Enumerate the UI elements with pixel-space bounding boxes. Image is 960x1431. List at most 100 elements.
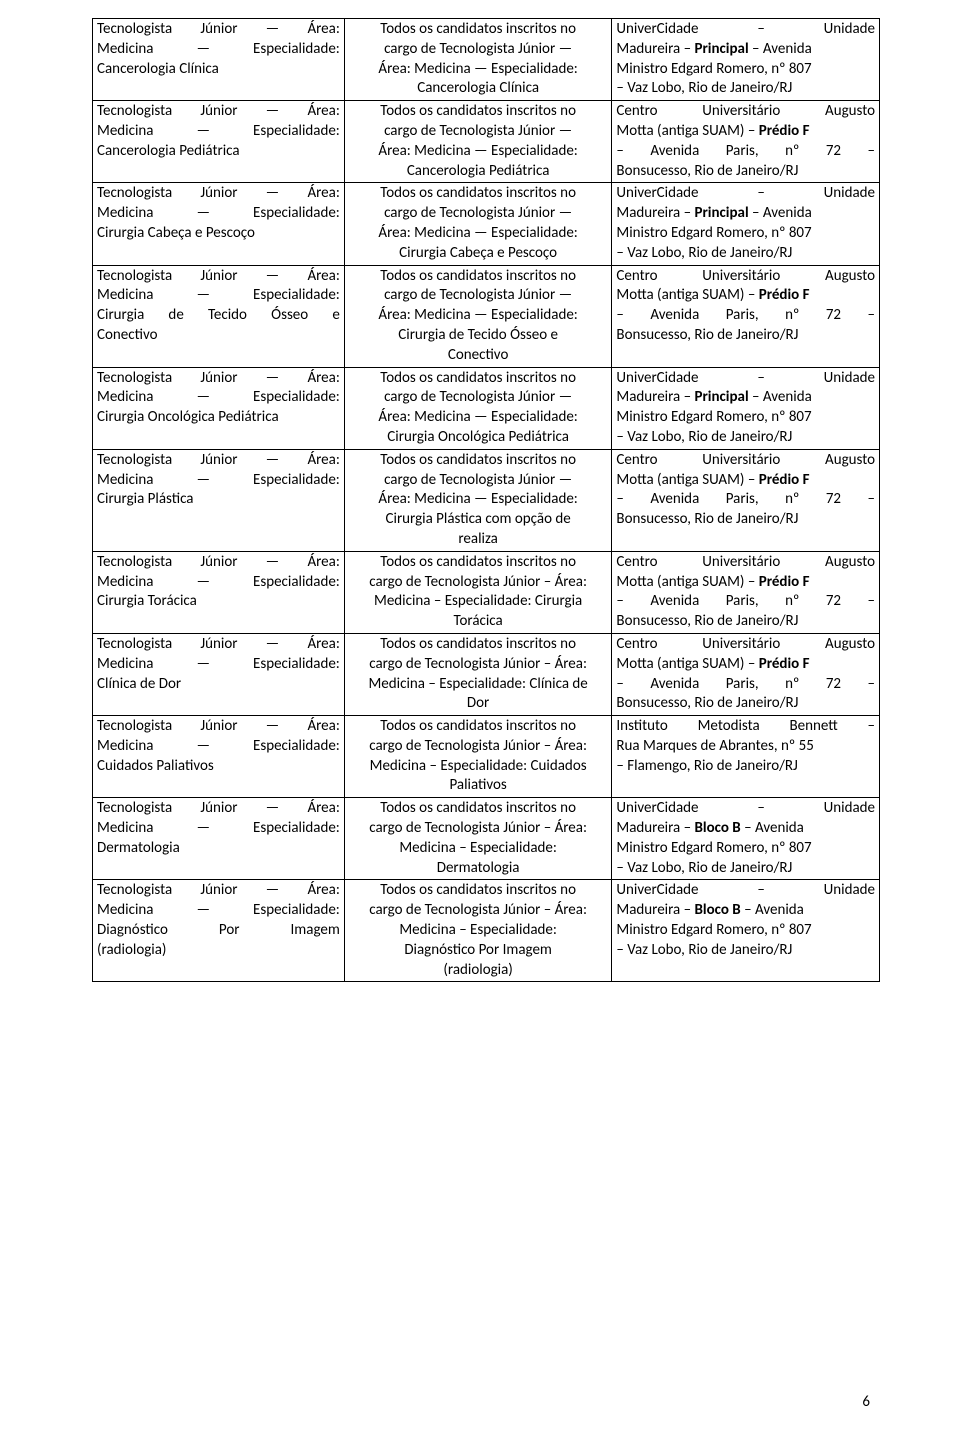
text-line: Medicina — Especialidade:	[97, 737, 340, 757]
text-line: – Avenida Paris, nº 72 –	[616, 592, 875, 612]
text-line: – Avenida Paris, nº 72 –	[616, 490, 875, 510]
table-cell: Todos os candidatos inscritos nocargo de…	[344, 551, 612, 633]
text-line: Cancerologia Pediátrica	[97, 142, 340, 162]
text-line: Madureira – Bloco B – Avenida	[616, 819, 875, 839]
text-line: Medicina – Especialidade: Cirurgia	[349, 592, 608, 612]
table-cell: Todos os candidatos inscritos nocargo de…	[344, 265, 612, 367]
table-cell: Tecnologista Júnior — Área:Medicina — Es…	[93, 633, 345, 715]
text-line: Ministro Edgard Romero, nº 807	[616, 224, 875, 244]
text-line: Rua Marques de Abrantes, nº 55	[616, 737, 875, 757]
text-line: Conectivo	[97, 326, 340, 346]
text-line: Dor	[349, 694, 608, 714]
text-line: Bonsucesso, Rio de Janeiro/RJ	[616, 612, 875, 632]
text-line: Todos os candidatos inscritos no	[349, 881, 608, 901]
text-line: Medicina – Especialidade: Clínica de	[349, 675, 608, 695]
text-line: Medicina – Especialidade: Cuidados	[349, 757, 608, 777]
text-line: Medicina – Especialidade:	[349, 921, 608, 941]
table-cell: Instituto Metodista Bennett –Rua Marques…	[612, 716, 880, 798]
table-cell: Todos os candidatos inscritos nocargo de…	[344, 183, 612, 265]
text-line: Área: Medicina — Especialidade:	[349, 408, 608, 428]
text-line: Medicina — Especialidade:	[97, 471, 340, 491]
text-line: Todos os candidatos inscritos no	[349, 451, 608, 471]
text-line: Tecnologista Júnior — Área:	[97, 635, 340, 655]
text-line: Tecnologista Júnior — Área:	[97, 267, 340, 287]
text-line: Madureira – Principal – Avenida	[616, 40, 875, 60]
text-line: Tecnologista Júnior — Área:	[97, 881, 340, 901]
table-cell: Tecnologista Júnior — Área:Medicina — Es…	[93, 19, 345, 101]
table-cell: Centro Universitário AugustoMotta (antig…	[612, 449, 880, 551]
text-line: cargo de Tecnologista Júnior —	[349, 204, 608, 224]
table-row: Tecnologista Júnior — Área:Medicina — Es…	[93, 551, 880, 633]
table-cell: Tecnologista Júnior — Área:Medicina — Es…	[93, 716, 345, 798]
table-cell: Tecnologista Júnior — Área:Medicina — Es…	[93, 265, 345, 367]
table-cell: Centro Universitário AugustoMotta (antig…	[612, 101, 880, 183]
text-line: Tecnologista Júnior — Área:	[97, 553, 340, 573]
text-line: Madureira – Bloco B – Avenida	[616, 901, 875, 921]
text-line: Tecnologista Júnior — Área:	[97, 102, 340, 122]
text-line: Tecnologista Júnior — Área:	[97, 451, 340, 471]
text-line: – Flamengo, Rio de Janeiro/RJ	[616, 757, 875, 777]
text-line: Torácica	[349, 612, 608, 632]
text-line: cargo de Tecnologista Júnior —	[349, 388, 608, 408]
table-cell: Centro Universitário AugustoMotta (antig…	[612, 633, 880, 715]
table-cell: Todos os candidatos inscritos nocargo de…	[344, 716, 612, 798]
text-line: Cancerologia Pediátrica	[349, 162, 608, 182]
table-cell: Todos os candidatos inscritos nocargo de…	[344, 19, 612, 101]
text-line: Cancerologia Clínica	[349, 79, 608, 99]
main-table: Tecnologista Júnior — Área:Medicina — Es…	[92, 18, 880, 982]
text-line: Cirurgia Torácica	[97, 592, 340, 612]
text-line: Centro Universitário Augusto	[616, 102, 875, 122]
table-cell: Tecnologista Júnior — Área:Medicina — Es…	[93, 367, 345, 449]
text-line: Área: Medicina — Especialidade:	[349, 306, 608, 326]
text-line: cargo de Tecnologista Júnior – Área:	[349, 573, 608, 593]
text-line: Todos os candidatos inscritos no	[349, 20, 608, 40]
table-row: Tecnologista Júnior — Área:Medicina — Es…	[93, 798, 880, 880]
text-line: Cirurgia de Tecido Ósseo e	[349, 326, 608, 346]
text-line: Tecnologista Júnior — Área:	[97, 20, 340, 40]
text-line: Centro Universitário Augusto	[616, 553, 875, 573]
text-line: cargo de Tecnologista Júnior —	[349, 471, 608, 491]
table-row: Tecnologista Júnior — Área:Medicina — Es…	[93, 449, 880, 551]
page-number: 6	[862, 1393, 870, 1411]
text-line: Área: Medicina — Especialidade:	[349, 490, 608, 510]
text-line: UniverCidade – Unidade	[616, 881, 875, 901]
text-line: Bonsucesso, Rio de Janeiro/RJ	[616, 694, 875, 714]
text-line: Cirurgia Plástica	[97, 490, 340, 510]
text-line: (radiologia)	[97, 941, 340, 961]
table-cell: Todos os candidatos inscritos nocargo de…	[344, 633, 612, 715]
text-line: Motta (antiga SUAM) – Prédio F	[616, 471, 875, 491]
text-line: Cirurgia Cabeça e Pescoço	[97, 224, 340, 244]
text-line: Todos os candidatos inscritos no	[349, 184, 608, 204]
text-line: – Vaz Lobo, Rio de Janeiro/RJ	[616, 941, 875, 961]
text-line: UniverCidade – Unidade	[616, 20, 875, 40]
table-cell: Todos os candidatos inscritos nocargo de…	[344, 880, 612, 982]
table-row: Tecnologista Júnior — Área:Medicina — Es…	[93, 101, 880, 183]
page: Tecnologista Júnior — Área:Medicina — Es…	[0, 0, 960, 1431]
text-line: Medicina — Especialidade:	[97, 901, 340, 921]
table-cell: Tecnologista Júnior — Área:Medicina — Es…	[93, 880, 345, 982]
table-cell: Tecnologista Júnior — Área:Medicina — Es…	[93, 101, 345, 183]
text-line: Medicina — Especialidade:	[97, 819, 340, 839]
text-line: cargo de Tecnologista Júnior – Área:	[349, 737, 608, 757]
text-line: Diagnóstico Por Imagem	[349, 941, 608, 961]
text-line: Medicina — Especialidade:	[97, 573, 340, 593]
text-line: Tecnologista Júnior — Área:	[97, 717, 340, 737]
text-line: Centro Universitário Augusto	[616, 635, 875, 655]
text-line: Centro Universitário Augusto	[616, 267, 875, 287]
text-line: – Vaz Lobo, Rio de Janeiro/RJ	[616, 859, 875, 879]
table-cell: Tecnologista Júnior — Área:Medicina — Es…	[93, 551, 345, 633]
text-line: Motta (antiga SUAM) – Prédio F	[616, 122, 875, 142]
text-line: cargo de Tecnologista Júnior – Área:	[349, 819, 608, 839]
table-cell: Centro Universitário AugustoMotta (antig…	[612, 265, 880, 367]
text-line: Área: Medicina — Especialidade:	[349, 60, 608, 80]
text-line: Cirurgia Oncológica Pediátrica	[349, 428, 608, 448]
text-line: Bonsucesso, Rio de Janeiro/RJ	[616, 510, 875, 530]
text-line: Todos os candidatos inscritos no	[349, 102, 608, 122]
text-line: Madureira – Principal – Avenida	[616, 204, 875, 224]
text-line: Bonsucesso, Rio de Janeiro/RJ	[616, 326, 875, 346]
text-line: cargo de Tecnologista Júnior – Área:	[349, 901, 608, 921]
table-cell: UniverCidade – UnidadeMadureira – Princi…	[612, 19, 880, 101]
table-row: Tecnologista Júnior — Área:Medicina — Es…	[93, 265, 880, 367]
text-line: cargo de Tecnologista Júnior – Área:	[349, 655, 608, 675]
text-line: – Vaz Lobo, Rio de Janeiro/RJ	[616, 79, 875, 99]
